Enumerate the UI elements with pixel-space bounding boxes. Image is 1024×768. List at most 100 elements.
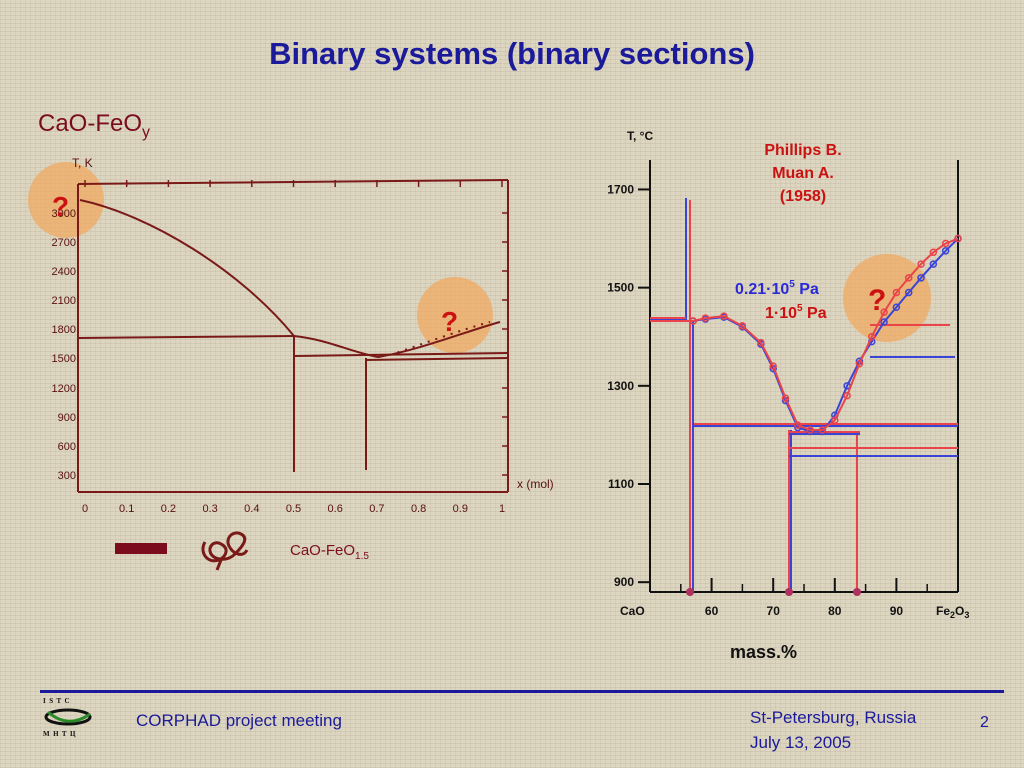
left-phase-diagram: T, K x (mol) 300 600 900 1200 1500 1800 2100 24… [28,156,554,515]
right-axis-point [686,588,694,596]
pressure-red-value: 1·10 [765,305,797,322]
right-x-tick-label: 60 [705,604,719,618]
right-axis-point [785,588,793,596]
footer-location: St-Petersburg, Russia [750,708,917,727]
right-series-point [855,359,864,368]
left-peritectic-line [293,352,509,357]
right-series-point [917,274,925,282]
left-y-tick-label: 900 [58,412,76,424]
right-phase-boundaries [650,198,958,592]
system-label-text: CaO-FeO [38,110,143,137]
right-series-point [880,308,888,316]
left-solidus-line [365,357,509,361]
left-y-tick-label: 1800 [52,324,76,336]
legend-symbol-icon [201,531,249,571]
right-x-tick-label: 70 [767,604,781,618]
left-y-axis-label: T, K [72,156,93,170]
footer-meeting: CORPHAD project meeting [136,711,342,730]
right-series-point [757,338,765,347]
right-series-point [806,426,814,434]
pressure-blue-exp: 5 [789,279,795,290]
right-x-end-right-sub2: 3 [964,610,969,620]
left-x-tick-label: 0.4 [244,503,259,515]
left-x-tick-label: 0.3 [202,503,217,515]
right-x-tick-labels: 60 70 80 90 [705,604,903,618]
left-x-tick-labels: 0 0.1 0.2 0.3 0.4 0.5 0.6 0.7 0.8 0.9 1 [82,503,505,515]
left-x-tick-label: 0.1 [119,503,134,515]
right-tick-marks [638,188,928,592]
right-phase-diagram: T, °C 900 1100 1300 1500 1700 60 70 80 90 CaO F… [607,129,969,662]
legend-subscript: 1.5 [355,551,369,562]
right-question-glow [843,254,931,342]
right-y-tick-labels: 900 1100 1300 1500 1700 [607,182,634,589]
citation-year: (1958) [780,188,826,205]
right-axis-point [853,588,861,596]
pressure-blue-value: 0.21·10 [735,281,789,298]
left-x-tick-label: 0 [82,503,88,515]
right-series-point [917,260,925,268]
footer-divider [40,690,1004,693]
right-y-axis-label: T, °C [627,129,653,143]
right-series-point [929,248,938,257]
pressure-red-unit: Pa [803,305,827,322]
footer-date: July 13, 2005 [750,733,852,752]
right-series-point [701,314,710,322]
pressure-blue-label: 0.21·105 Pa [735,279,819,298]
left-y-tick-label: 2100 [52,295,76,307]
right-series-point [880,318,888,326]
right-y-tick-label: 1100 [608,477,634,491]
right-x-tick-label: 80 [828,604,842,618]
right-series-point [941,247,950,255]
right-series-point [781,394,790,402]
right-y-tick-label: 1700 [607,182,634,196]
right-series-point [892,288,901,297]
right-series [650,234,962,596]
left-x-tick-label: 0.5 [286,503,301,515]
right-x-end-right-o: O [955,604,964,618]
left-y-tick-label: 1500 [52,353,76,365]
left-y-tick-label: 1200 [52,383,76,395]
right-x-end-right-fe: Fe [936,604,950,618]
left-y-tick-label: 2400 [52,266,76,278]
right-series-point [738,322,747,330]
left-question-mark-2: ? [441,306,458,337]
left-x-tick-label: 1 [499,503,505,515]
left-y-tick-label: 2700 [52,237,76,249]
right-y-tick-label: 1300 [607,379,634,393]
right-series-point [720,312,728,320]
istc-logo-bottom: M H T Ц [43,730,76,738]
left-question-glow-2 [417,277,493,353]
right-series-point [831,416,839,424]
system-label-subscript: y [142,123,151,141]
left-y-tick-label: 600 [58,441,76,453]
left-question-mark-1: ? [52,191,69,222]
right-series-point [941,239,950,248]
legend-swatch [115,543,167,554]
right-x-tick-label: 90 [890,604,904,618]
footer-location-date: St-Petersburg, Russia July 13, 2005 [750,705,916,755]
left-x-tick-label: 0.7 [369,503,384,515]
pressure-red-exp: 5 [797,303,803,314]
istc-logo-icon [44,708,92,726]
citation-author-1: Phillips B. [764,142,841,159]
pressure-red-label: 1·105 Pa [765,303,827,322]
left-x-axis-label: x (mol) [517,477,554,491]
right-series-point [769,362,777,370]
right-series-point [954,234,962,243]
right-question-mark: ? [868,284,886,317]
right-series-line [650,237,959,431]
legend-label: CaO-FeO [290,542,356,559]
pressure-blue-unit: Pa [795,281,819,298]
right-series-point [868,332,876,341]
left-y-tick-labels: 300 600 900 1200 1500 1800 2100 2400 2700 3000 [52,208,76,482]
right-x-end-right: Fe2O3 [936,604,969,620]
right-y-tick-label: 1500 [607,281,634,295]
right-series-point [929,260,938,268]
right-x-axis-label: mass.% [730,642,797,662]
left-x-tick-label: 0.9 [453,503,468,515]
slide-title: Binary systems (binary sections) [269,36,755,71]
right-x-end-right-sub1: 2 [950,610,955,620]
left-liquidus-curve [79,199,501,359]
right-series-point [689,317,697,325]
left-y-tick-label: 300 [58,470,76,482]
